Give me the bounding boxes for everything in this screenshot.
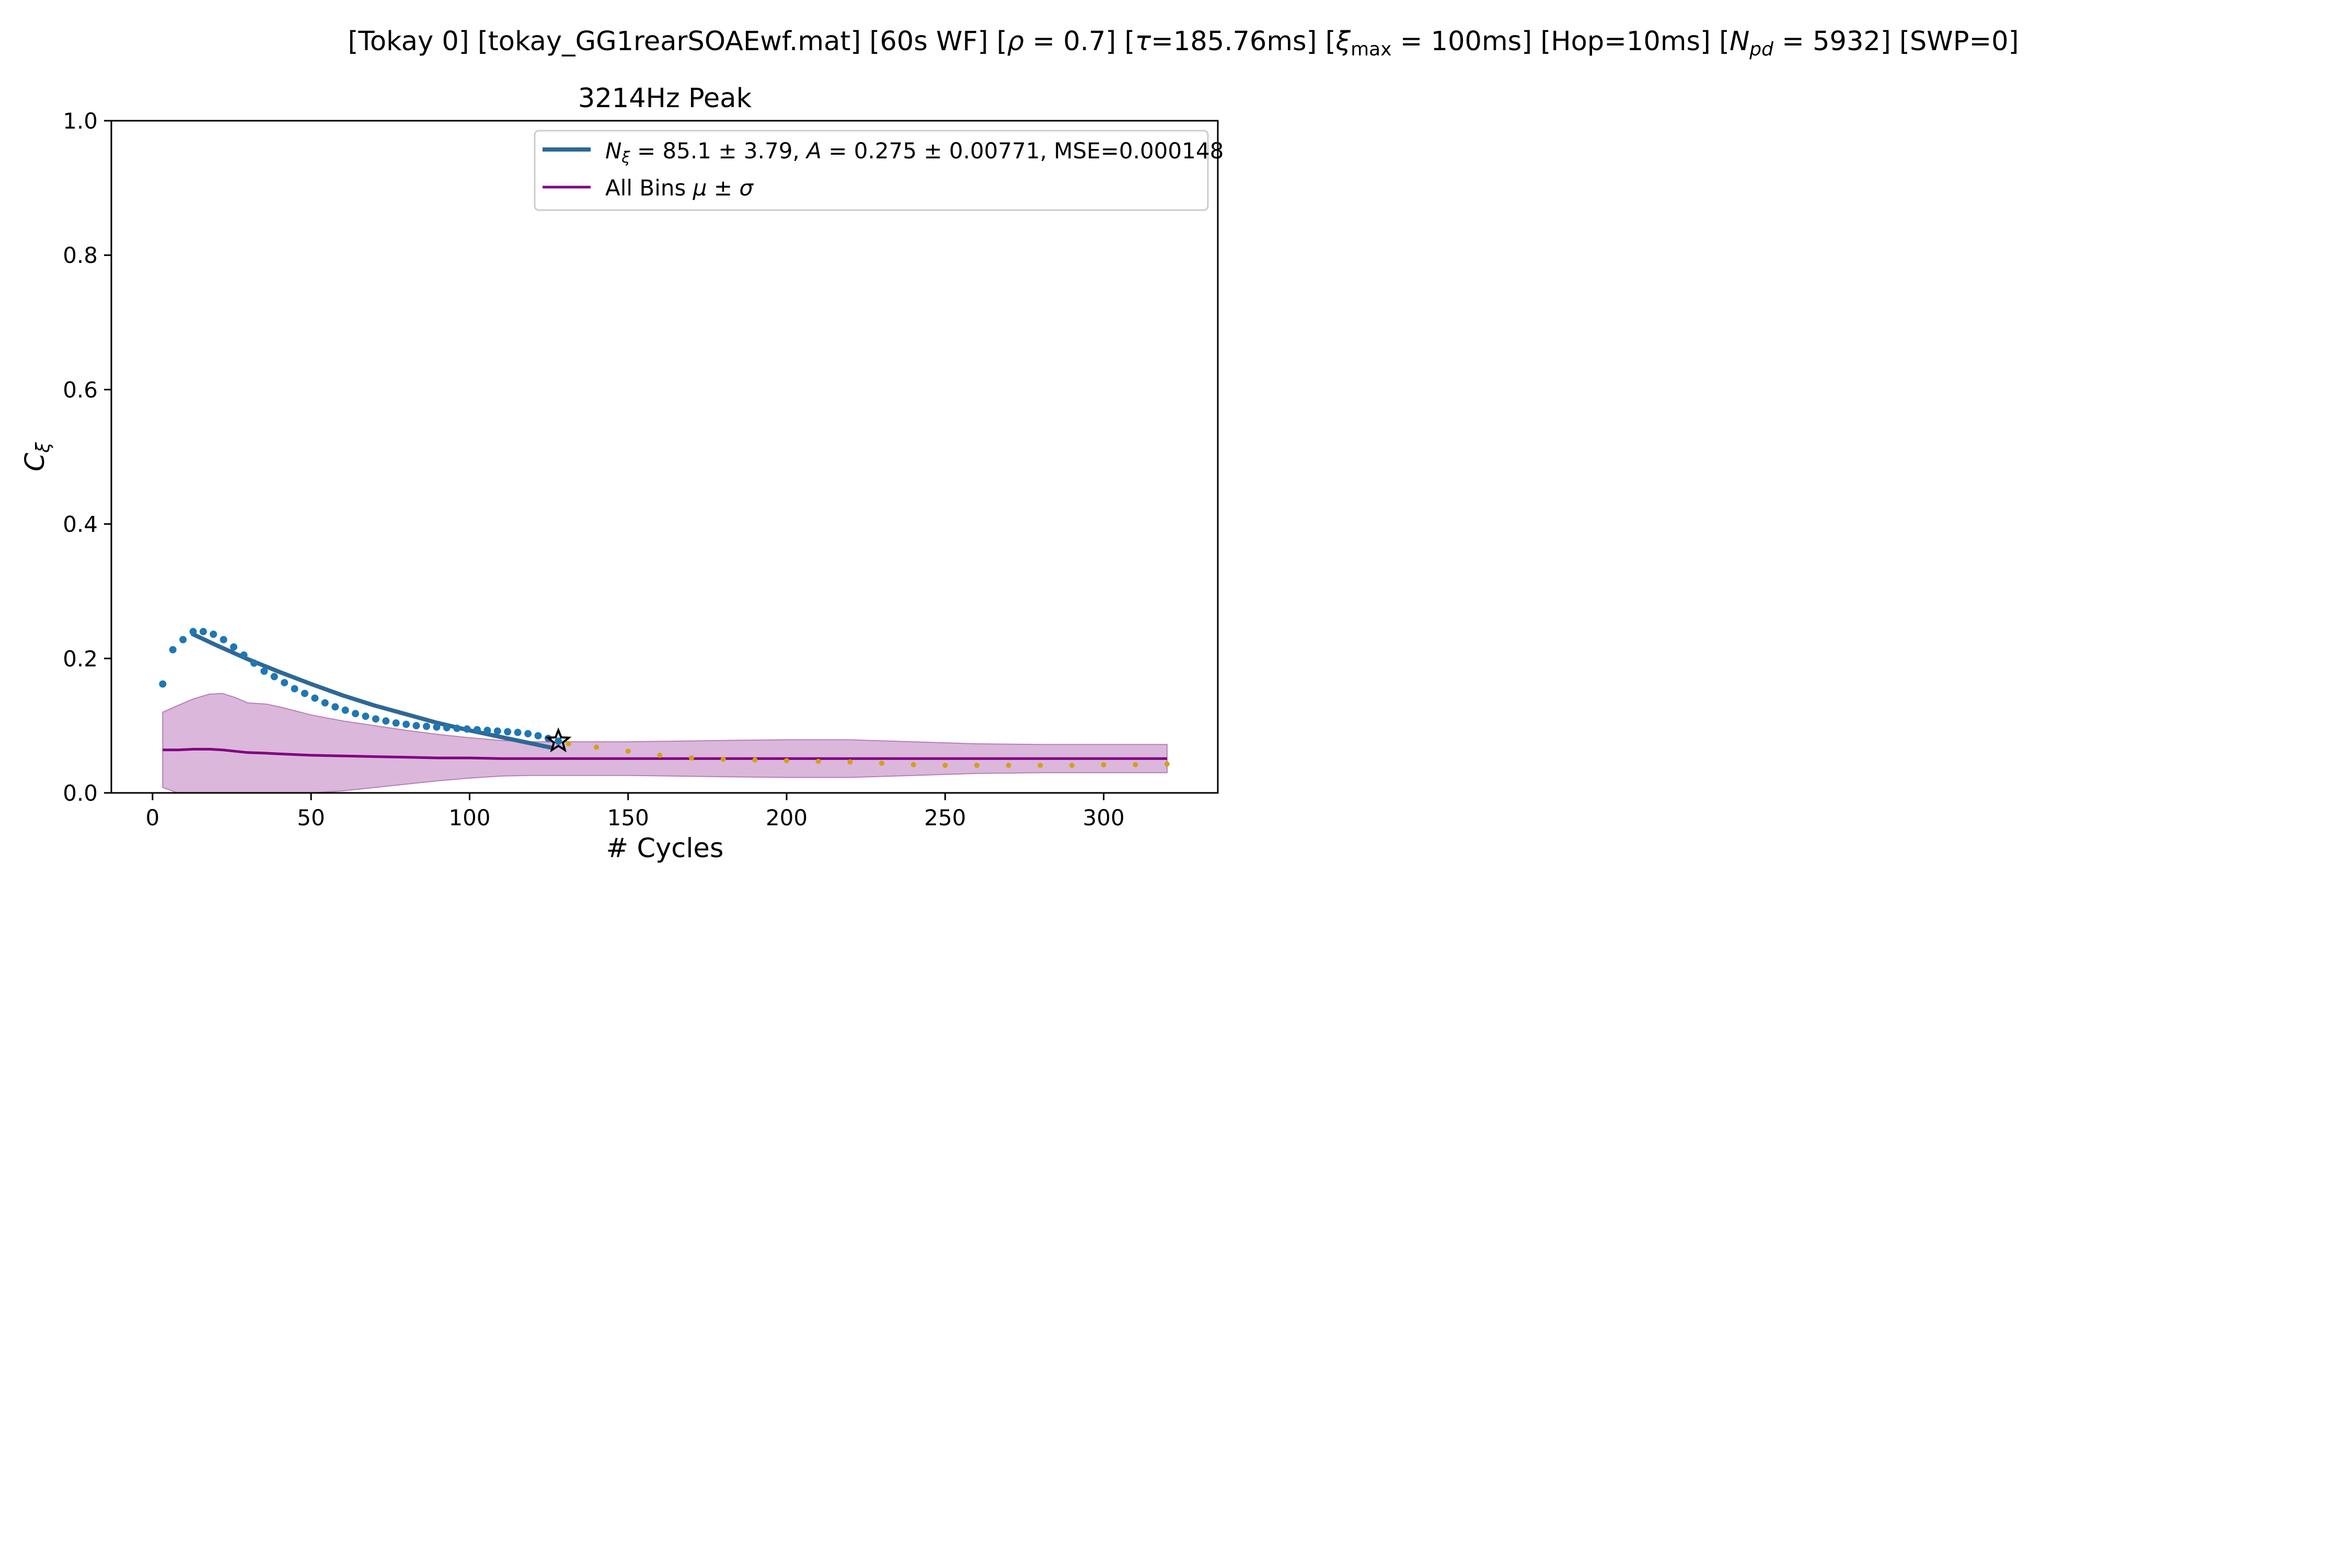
coherence-point bbox=[210, 630, 217, 638]
y-tick-label: 0.0 bbox=[63, 780, 98, 806]
coherence-point bbox=[463, 725, 471, 733]
coherence-point bbox=[433, 723, 441, 731]
coherence-point bbox=[534, 732, 542, 740]
coherence-point bbox=[524, 730, 532, 737]
fit-curve bbox=[190, 631, 553, 750]
fit-curve-layer bbox=[190, 631, 553, 750]
x-tick-label: 250 bbox=[924, 805, 966, 831]
coherence-point bbox=[281, 679, 289, 687]
extension-point bbox=[752, 757, 758, 763]
x-axis-ticks: 0 50 100 150 200 250 300 bbox=[145, 793, 1125, 831]
extension-point bbox=[910, 762, 916, 767]
coherence-point bbox=[402, 720, 410, 728]
y-tick-label: 1.0 bbox=[63, 108, 98, 134]
legend-label-fit: Nξ = 85.1 ± 3.79, A = 0.275 ± 0.00771, M… bbox=[605, 138, 1224, 166]
coherence-point bbox=[504, 728, 512, 735]
x-tick-label: 0 bbox=[145, 805, 159, 831]
coherence-point bbox=[331, 703, 339, 711]
coherence-point bbox=[474, 726, 481, 734]
legend-box bbox=[534, 130, 1209, 211]
y-tick-label: 0.2 bbox=[63, 646, 98, 672]
extension-point bbox=[1164, 761, 1170, 767]
coherence-point bbox=[179, 636, 187, 643]
coherence-point bbox=[199, 628, 207, 636]
coherence-point bbox=[189, 628, 197, 636]
coherence-points-layer bbox=[159, 628, 562, 745]
coherence-point bbox=[423, 722, 430, 730]
coherence-point bbox=[453, 724, 461, 732]
extension-point bbox=[689, 755, 695, 761]
coherence-point bbox=[260, 667, 268, 675]
extension-point bbox=[594, 744, 599, 750]
extension-point bbox=[566, 741, 571, 747]
x-tick-label: 300 bbox=[1083, 805, 1125, 831]
x-tick-label: 200 bbox=[766, 805, 808, 831]
coherence-point bbox=[311, 694, 319, 702]
coherence-point bbox=[321, 699, 329, 707]
y-tick-label: 0.4 bbox=[63, 512, 98, 537]
extension-point bbox=[815, 758, 821, 764]
y-axis-ticks: 0.0 0.2 0.4 0.6 0.8 1.0 bbox=[63, 108, 111, 806]
x-tick-label: 150 bbox=[607, 805, 649, 831]
coherence-point bbox=[493, 727, 501, 735]
extension-point bbox=[1037, 763, 1043, 768]
coherence-point bbox=[382, 717, 390, 725]
coherence-point bbox=[240, 651, 248, 659]
coherence-point bbox=[220, 636, 227, 643]
x-tick-label: 100 bbox=[448, 805, 490, 831]
extension-point bbox=[1006, 763, 1011, 768]
x-axis-label: # Cycles bbox=[606, 833, 724, 864]
mean-line bbox=[163, 747, 1167, 760]
extension-point bbox=[657, 753, 663, 758]
extension-point bbox=[1069, 763, 1075, 768]
coherence-point bbox=[372, 715, 379, 723]
coherence-point bbox=[483, 727, 491, 734]
coherence-point bbox=[291, 685, 298, 693]
y-tick-label: 0.8 bbox=[63, 243, 98, 268]
coherence-point bbox=[169, 646, 177, 654]
coherence-point bbox=[341, 706, 349, 714]
y-tick-label: 0.6 bbox=[63, 377, 98, 402]
legend-label-mean: All Bins μ ± σ bbox=[605, 175, 754, 201]
extension-point bbox=[974, 763, 979, 768]
coherence-point bbox=[362, 712, 370, 720]
coherence-point bbox=[412, 722, 420, 730]
extension-point bbox=[1133, 762, 1138, 767]
coherence-point bbox=[159, 680, 167, 688]
extension-point bbox=[625, 748, 631, 754]
x-tick-label: 50 bbox=[297, 805, 325, 831]
extension-point bbox=[879, 760, 884, 766]
y-axis-label: Cξ bbox=[20, 442, 54, 471]
extension-point bbox=[847, 759, 853, 765]
peak-star-marker bbox=[545, 727, 572, 753]
extension-point bbox=[1101, 762, 1106, 767]
extension-points-layer bbox=[566, 741, 1170, 768]
legend: Nξ = 85.1 ± 3.79, A = 0.275 ± 0.00771, M… bbox=[534, 130, 1224, 211]
coherence-point bbox=[270, 673, 278, 681]
chart-title: 3214Hz Peak bbox=[578, 83, 752, 114]
coherence-point bbox=[555, 737, 562, 745]
figure-suptitle: [Tokay 0] [tokay_GG1rearSOAEwf.mat] [60s… bbox=[348, 26, 2019, 60]
coherence-point bbox=[250, 659, 258, 667]
coherence-point bbox=[443, 724, 451, 732]
coherence-point bbox=[352, 710, 360, 718]
axes-frame bbox=[110, 120, 1219, 794]
peak-marker-layer bbox=[545, 727, 572, 753]
coherence-point bbox=[301, 689, 308, 697]
coherence-point bbox=[230, 643, 238, 651]
coherence-point bbox=[514, 729, 522, 736]
extension-point bbox=[720, 756, 726, 762]
extension-point bbox=[784, 758, 789, 764]
coherence-point bbox=[392, 719, 400, 727]
extension-point bbox=[942, 763, 948, 768]
mean-line-layer bbox=[163, 747, 1167, 760]
